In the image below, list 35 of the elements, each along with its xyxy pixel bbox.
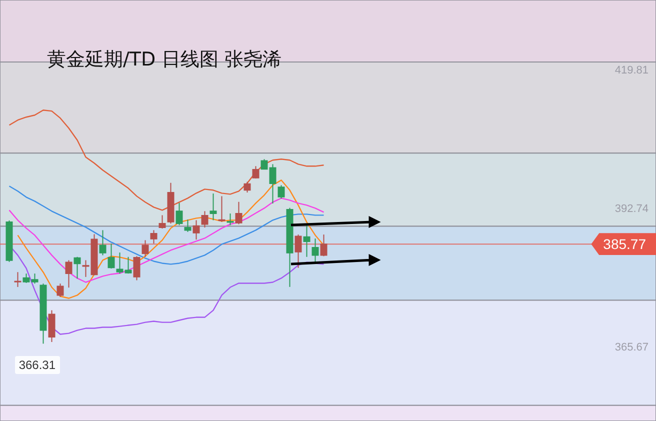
line-series bbox=[8, 186, 324, 265]
candlestick bbox=[218, 196, 226, 222]
text: 黄金延期/TD 日线图 张尧浠 bbox=[47, 48, 282, 70]
candlestick bbox=[210, 193, 217, 221]
candlestick bbox=[142, 240, 149, 258]
candlestick bbox=[158, 214, 166, 230]
candlestick bbox=[312, 238, 319, 264]
line-series bbox=[8, 198, 324, 283]
annotation: 366.31 bbox=[14, 356, 60, 374]
ref-line-label: 385.77 bbox=[591, 233, 656, 256]
candlestick bbox=[226, 213, 234, 226]
line-series bbox=[8, 110, 324, 211]
candlestick bbox=[99, 230, 106, 256]
y-tick-label: 419.81 bbox=[614, 64, 648, 77]
candlestick bbox=[108, 243, 115, 270]
candlestick bbox=[294, 234, 302, 268]
candlestick bbox=[320, 234, 328, 257]
candlestick bbox=[56, 283, 64, 298]
candlestick bbox=[176, 202, 183, 226]
candlestick bbox=[48, 310, 56, 342]
candlestick bbox=[252, 166, 260, 179]
y-tick-label: 365.67 bbox=[614, 341, 648, 354]
candlestick bbox=[192, 220, 200, 240]
candlestick bbox=[303, 223, 310, 258]
candlestick bbox=[201, 210, 208, 228]
candlestick bbox=[150, 230, 158, 244]
candlestick bbox=[184, 219, 192, 232]
y-tick-label: 392.74 bbox=[614, 203, 648, 216]
candlestick bbox=[14, 272, 22, 288]
candlestick bbox=[244, 181, 251, 193]
candlestick bbox=[235, 201, 242, 225]
candlestick bbox=[65, 260, 72, 288]
candlestick bbox=[74, 256, 81, 280]
candlestick bbox=[133, 256, 140, 281]
candlestick bbox=[278, 184, 285, 200]
